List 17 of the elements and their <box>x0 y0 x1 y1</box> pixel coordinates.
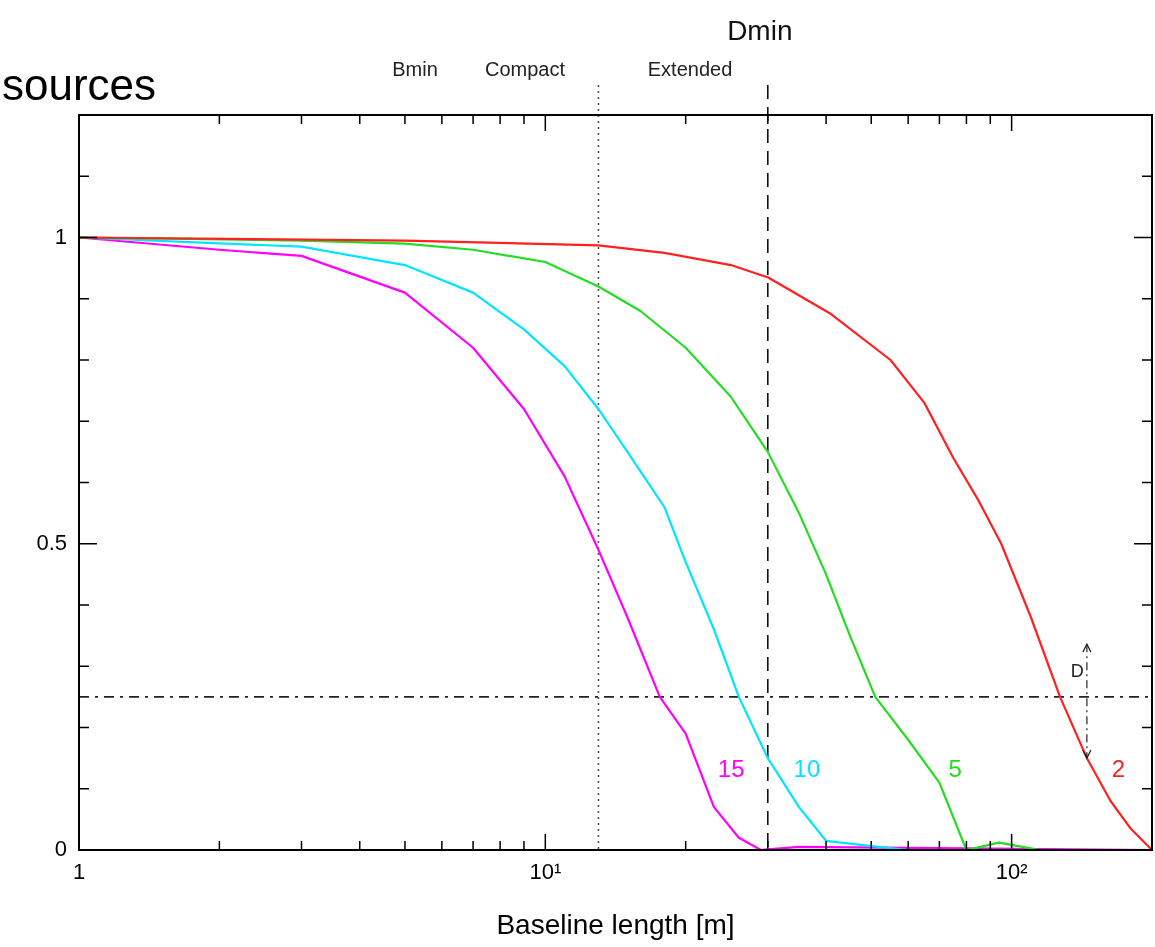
x-tick-label: 10² <box>995 859 1028 885</box>
text: Compact <box>484 57 566 80</box>
y-tick-label: 0.5 <box>36 529 67 555</box>
series-label: 5 <box>948 755 962 782</box>
ref-line-label: Dmin <box>727 15 793 46</box>
annotation: D <box>1070 661 1084 682</box>
series-label: 15 <box>717 755 745 782</box>
x-tick-label: 1 <box>72 859 86 885</box>
text: Extended <box>647 57 733 80</box>
y-tick-label: 0 <box>54 836 67 862</box>
series-label: 2 <box>1111 755 1125 782</box>
x-axis-title: Baseline length [m] <box>496 908 735 940</box>
chart-title: sources <box>2 60 157 109</box>
series-label: 10 <box>793 755 821 782</box>
x-tick-label: 10¹ <box>529 859 562 885</box>
text: Bmin <box>392 57 438 80</box>
y-tick-label: 1 <box>54 223 67 249</box>
